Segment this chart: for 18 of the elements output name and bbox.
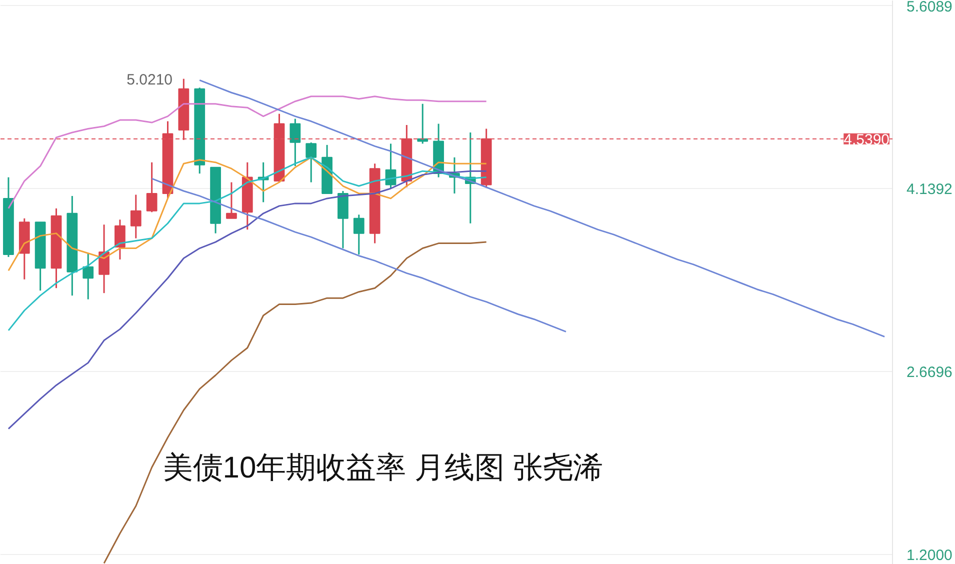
y-tick-label: 4.1392 bbox=[906, 181, 952, 198]
candlestick bbox=[82, 252, 94, 300]
line-series bbox=[8, 170, 488, 430]
candlestick bbox=[130, 194, 142, 240]
y-tick-label: 1.2000 bbox=[906, 547, 952, 564]
line-series bbox=[8, 96, 488, 210]
candlestick bbox=[306, 142, 317, 184]
annotation: 5.0210 bbox=[126, 71, 173, 88]
ref-line-label: 4.5390 bbox=[844, 131, 890, 148]
line-series bbox=[151, 178, 567, 332]
y-tick-label: 5.6089 bbox=[906, 0, 952, 16]
candlestick bbox=[353, 214, 364, 256]
text: 美债10年期收益率 月线图 张尧浠 bbox=[162, 452, 603, 484]
candlestick bbox=[226, 182, 237, 220]
candlestick bbox=[146, 162, 158, 213]
candlestick bbox=[114, 218, 126, 260]
candlestick bbox=[290, 118, 301, 167]
y-tick-label: 2.6696 bbox=[906, 364, 952, 382]
